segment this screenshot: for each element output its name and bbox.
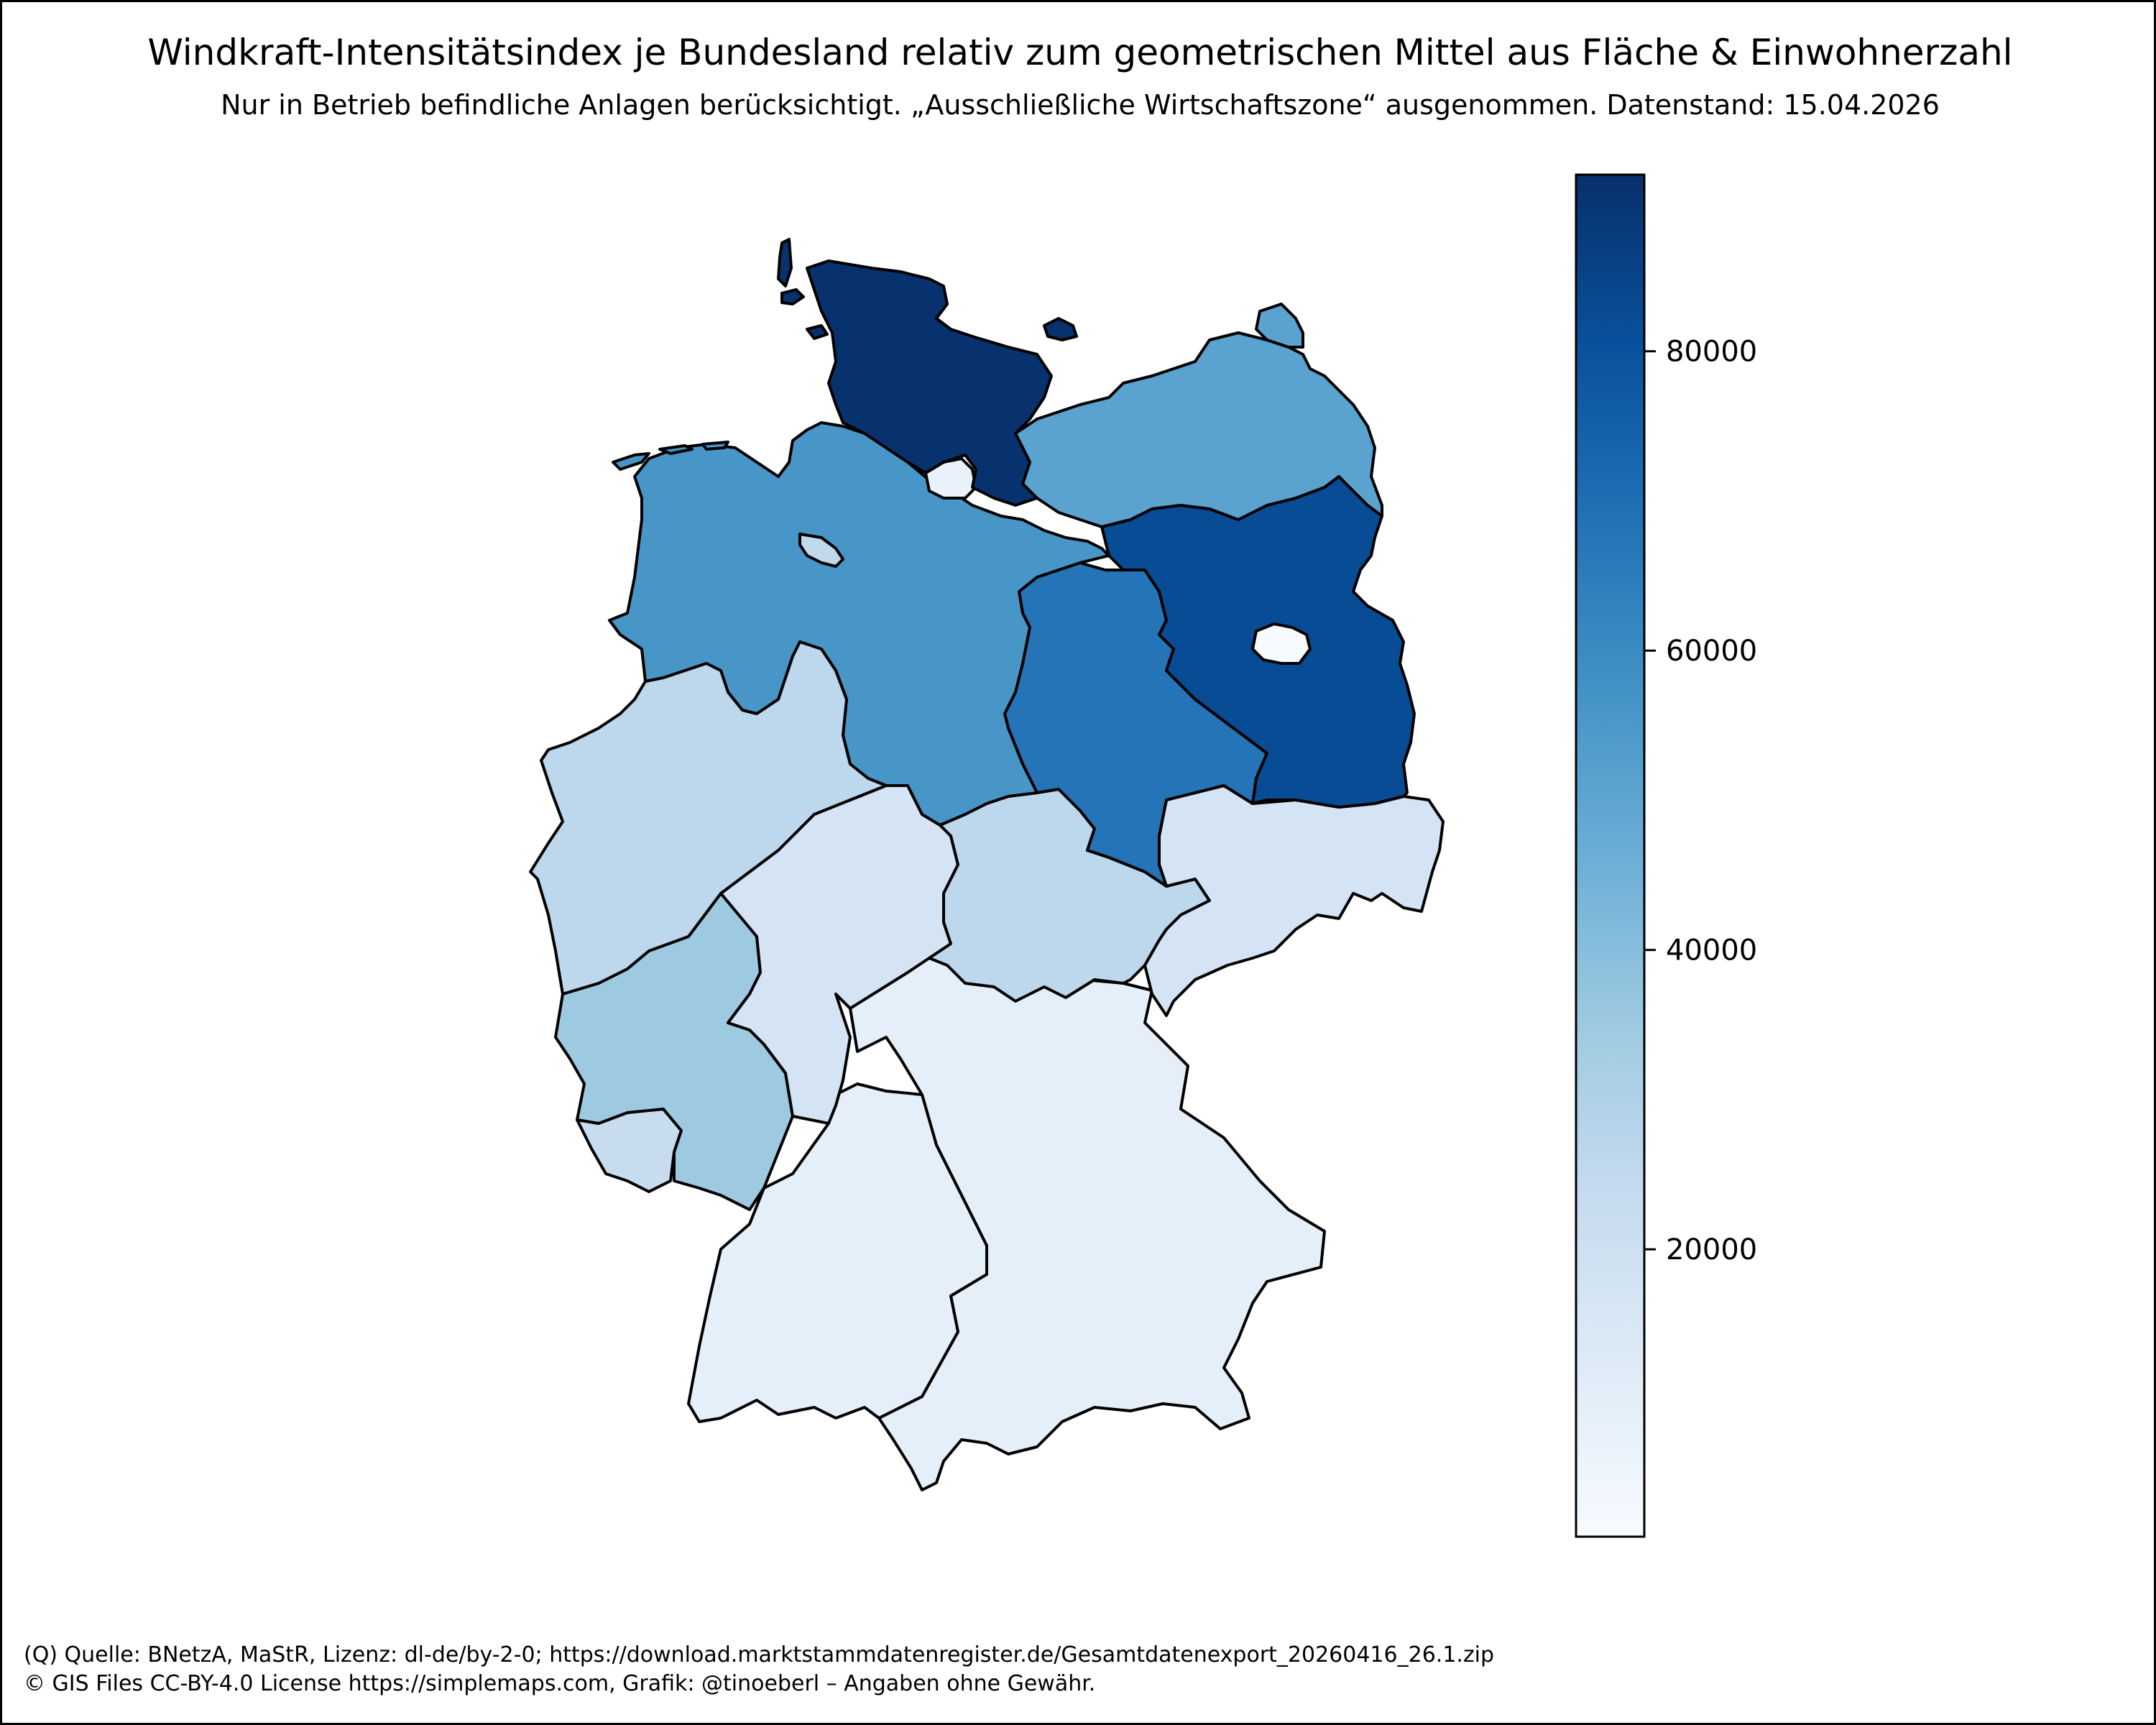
map-subtitle: Nur in Betrieb befindliche Anlagen berüc…: [221, 89, 1940, 121]
colorbar-tick-label: 20000: [1666, 1233, 1757, 1266]
region-ruegen: [1255, 303, 1304, 349]
region-fehmarn: [1043, 317, 1078, 341]
region-bremen: [798, 533, 844, 568]
map-title: Windkraft-Intensitätsindex je Bundesland…: [147, 32, 2013, 73]
source-footnote: (Q) Quelle: BNetzA, MaStR, Lizenz: dl-de…: [24, 1642, 1495, 1668]
region-mecklenburg-vorpommern: [1014, 331, 1383, 528]
region-east-frisian-islands: [612, 441, 729, 471]
region-berlin: [1251, 622, 1312, 665]
colorbar-tick-label: 80000: [1666, 336, 1757, 369]
region-nordrhein-westfalen: [529, 640, 888, 995]
colorbar-tick-label: 40000: [1666, 934, 1757, 967]
colorbar-tick-label: 60000: [1666, 635, 1757, 668]
region-foehr: [780, 288, 805, 305]
states-layer: [529, 238, 1445, 1491]
license-footnote: © GIS Files CC-BY-4.0 License https://si…: [24, 1671, 1096, 1696]
region-schleswig-holstein: [806, 259, 1053, 507]
colorbar: 20000 40000 60000 80000: [1575, 173, 1757, 1538]
region-baden-wuerttemberg: [687, 1082, 988, 1423]
colorbar-ticks: 20000 40000 60000 80000: [1644, 336, 1757, 1266]
colorbar-gradient: [1575, 173, 1646, 1538]
region-pellworm: [806, 324, 829, 340]
region-sylt: [777, 238, 793, 288]
